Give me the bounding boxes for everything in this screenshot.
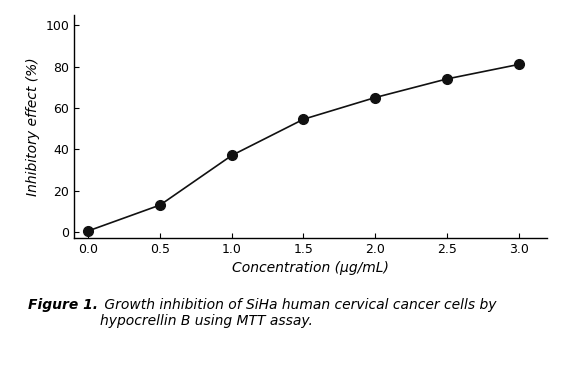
Text: Growth inhibition of SiHa human cervical cancer cells by
hypocrellin B using MTT: Growth inhibition of SiHa human cervical… <box>100 298 496 328</box>
Text: Figure 1.: Figure 1. <box>28 298 99 312</box>
X-axis label: Concentration (μg/mL): Concentration (μg/mL) <box>232 262 389 276</box>
Y-axis label: Inhibitory effect (%): Inhibitory effect (%) <box>26 57 40 196</box>
